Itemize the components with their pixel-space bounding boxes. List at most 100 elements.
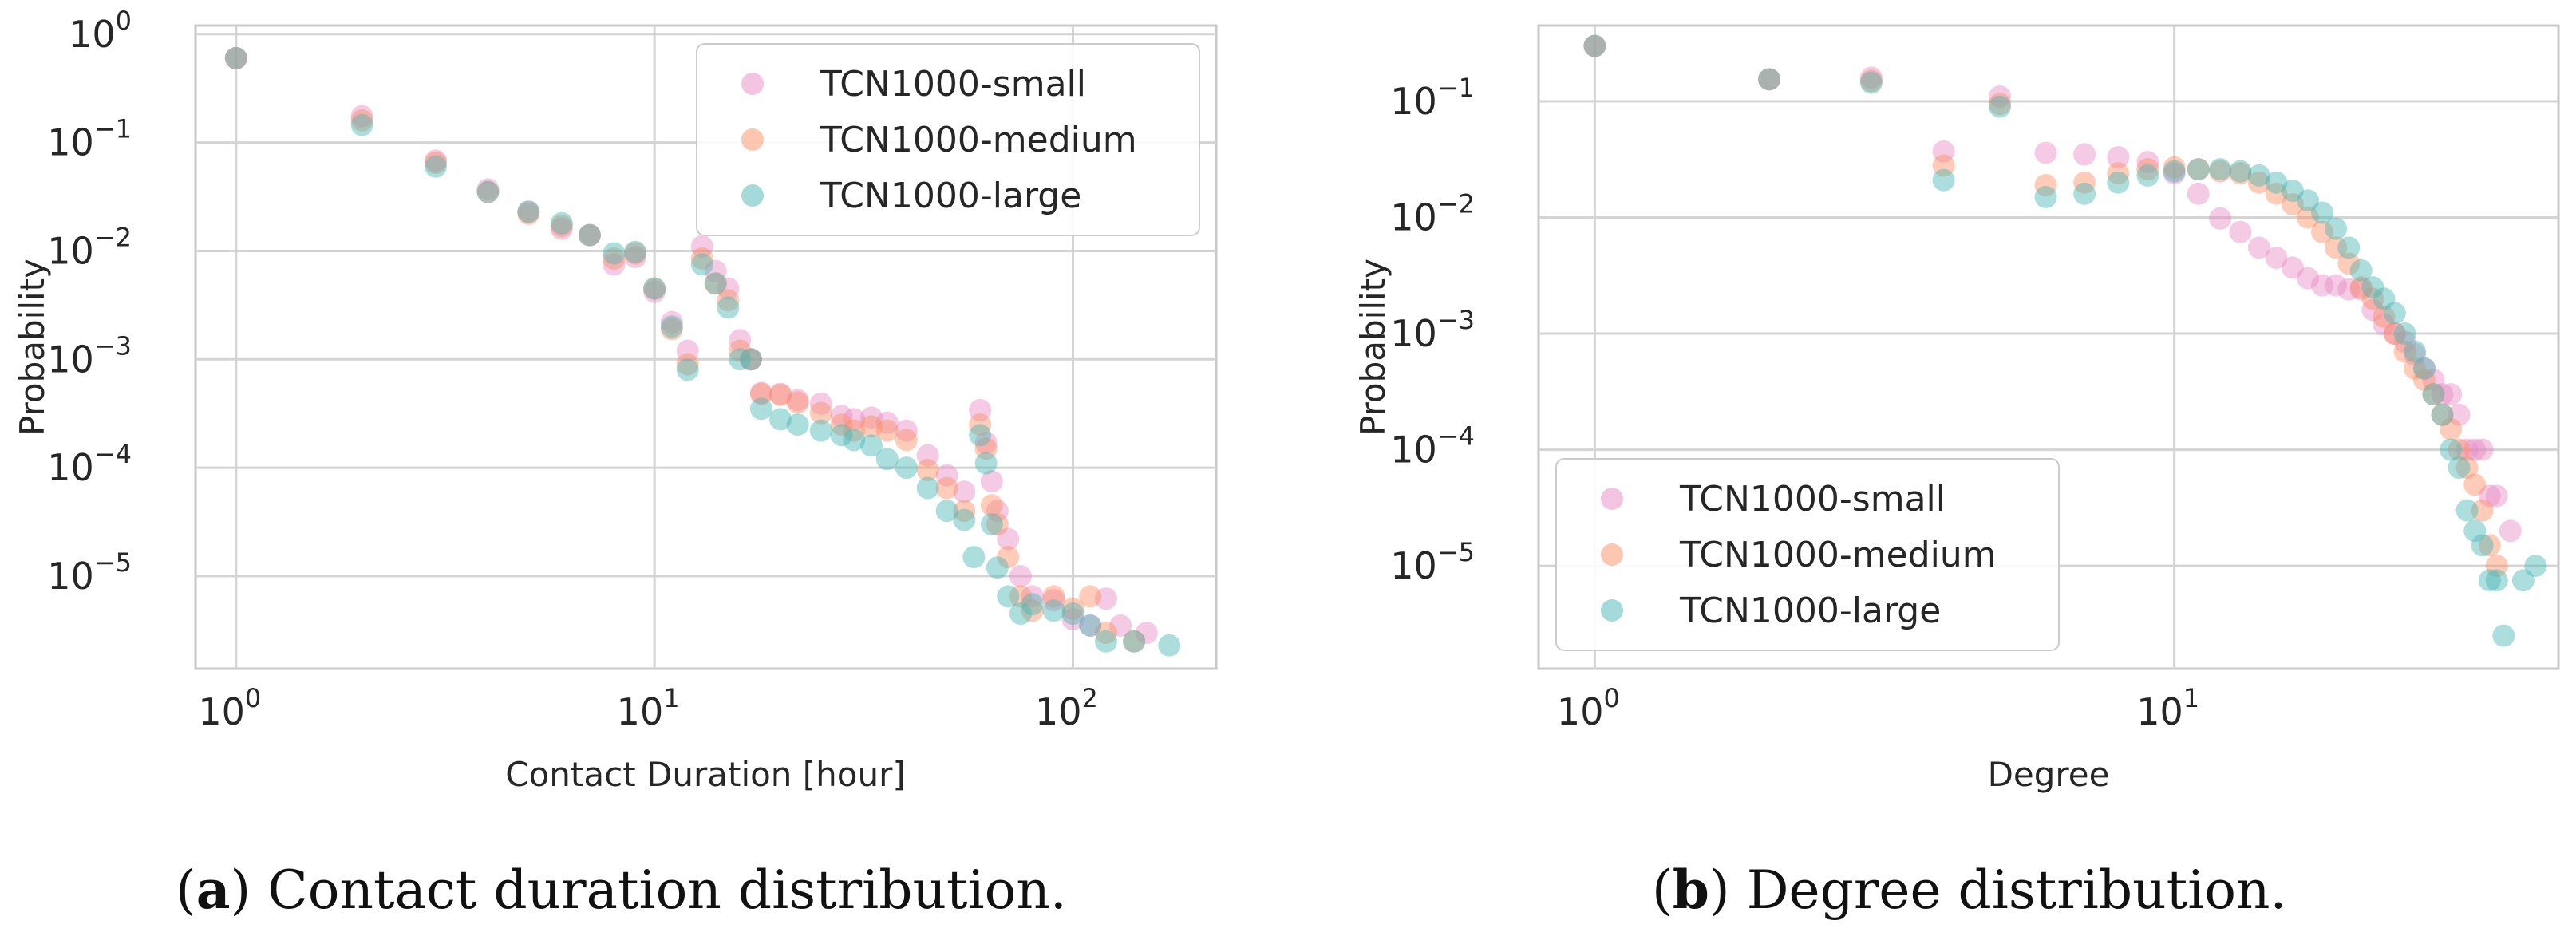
data-point-medium	[768, 383, 792, 406]
data-point-large	[895, 456, 918, 480]
data-point-small	[1583, 34, 1606, 57]
series-large	[224, 46, 1181, 657]
data-point-medium	[916, 459, 939, 482]
data-point-small	[860, 406, 883, 429]
data-point-large	[676, 358, 699, 381]
grid-contact-duration	[196, 26, 1216, 669]
series-medium	[1583, 34, 2508, 578]
data-point-small	[1989, 85, 2012, 109]
data-point-small	[2209, 207, 2232, 230]
data-point-medium	[2393, 340, 2416, 363]
data-point-small	[603, 253, 626, 276]
data-point-large	[2455, 499, 2479, 522]
series-small	[224, 46, 1158, 645]
data-point-medium	[2361, 287, 2384, 310]
data-point-medium	[660, 318, 683, 341]
data-point-medium	[729, 339, 752, 362]
y-tick-label: 10−5	[47, 547, 132, 598]
data-point-small	[2337, 278, 2361, 301]
data-point-small	[2349, 278, 2373, 301]
y-tick-label: 10−2	[1390, 189, 1475, 239]
data-point-medium	[2209, 160, 2232, 183]
data-point-small	[2499, 519, 2522, 543]
x-axis-label-contact-duration: Contact Duration [hour]	[505, 755, 906, 794]
data-point-medium	[986, 513, 1009, 536]
data-point-small	[2107, 146, 2130, 169]
y-tick-label: 10−1	[47, 114, 132, 164]
data-point-medium	[643, 277, 666, 300]
data-point-medium	[2404, 357, 2427, 380]
data-point-large	[962, 546, 986, 569]
legend-label-large: TCN1000-large	[820, 176, 1081, 216]
data-point-small	[895, 419, 918, 442]
data-point-small	[578, 223, 601, 247]
data-point-medium	[224, 46, 247, 69]
data-point-large	[2373, 287, 2396, 310]
data-point-large	[1758, 68, 1781, 91]
legend-box-degree	[1555, 458, 2060, 651]
legend-label-small: TCN1000-small	[820, 64, 1086, 105]
data-point-small	[830, 405, 853, 428]
data-point-medium	[2311, 220, 2334, 243]
data-point-large	[935, 500, 958, 523]
legend-contact-duration: TCN1000-small TCN1000-medium TCN1000-large	[696, 43, 1200, 236]
legend-marker-large	[1601, 599, 1623, 622]
data-point-medium	[2448, 438, 2471, 461]
data-point-small	[2265, 247, 2288, 270]
data-point-small	[1932, 140, 1955, 163]
data-point-large	[624, 240, 647, 263]
data-point-large	[2404, 340, 2427, 363]
data-point-small	[1094, 587, 1117, 610]
data-point-small	[2485, 484, 2508, 508]
legend-label-large: TCN1000-large	[1679, 590, 1941, 631]
data-point-large	[786, 413, 809, 436]
x-tick-label: 102	[1035, 683, 1098, 733]
data-point-small	[2412, 357, 2436, 380]
y-axis-label-degree: Probability	[1353, 259, 1393, 436]
data-point-small	[974, 431, 998, 454]
data-point-large	[2412, 357, 2436, 380]
data-point-large	[1042, 599, 1065, 622]
legend-label-medium: TCN1000-medium	[820, 120, 1137, 160]
data-point-medium	[1079, 585, 1102, 608]
data-point-large	[809, 419, 832, 442]
data-point-large	[843, 429, 866, 452]
data-point-medium	[1583, 34, 1606, 57]
data-point-large	[1583, 34, 1606, 57]
data-point-small	[2247, 236, 2270, 259]
data-point-medium	[860, 415, 883, 438]
data-point-medium	[1042, 585, 1065, 608]
data-point-medium	[550, 215, 573, 238]
data-point-large	[875, 448, 899, 471]
data-point-medium	[974, 437, 998, 460]
data-point-large	[2136, 164, 2159, 187]
series-small	[1583, 34, 2522, 543]
data-point-small	[550, 217, 573, 240]
data-point-small	[2136, 151, 2159, 174]
data-point-medium	[739, 348, 762, 371]
data-point-large	[2311, 201, 2334, 224]
points-contact-duration	[224, 46, 1181, 657]
data-point-large	[2337, 236, 2361, 259]
data-point-medium	[1758, 68, 1781, 91]
panel-degree: 100 101 10−1 10−2 10−3 10−4 10−5 Degree Proba…	[1353, 24, 2560, 921]
data-point-large	[1158, 634, 1181, 657]
data-point-small	[1042, 589, 1065, 612]
data-point-medium	[517, 202, 540, 225]
data-point-small	[1109, 614, 1132, 637]
grid-degree	[1539, 26, 2558, 669]
y-tick-label: 10−5	[1390, 537, 1475, 587]
data-point-large	[2349, 259, 2373, 282]
data-point-large	[830, 424, 853, 447]
data-point-medium	[2187, 158, 2210, 181]
data-point-large	[1021, 593, 1044, 616]
data-point-large	[1079, 614, 1102, 637]
caption-contact-duration: (a) Contact duration distribution.	[176, 859, 1067, 921]
data-point-large	[2393, 322, 2416, 346]
data-point-medium	[895, 429, 918, 452]
data-point-medium	[2471, 499, 2494, 522]
data-point-medium	[2265, 182, 2288, 205]
data-point-medium	[2463, 473, 2487, 496]
data-point-large	[643, 277, 666, 300]
